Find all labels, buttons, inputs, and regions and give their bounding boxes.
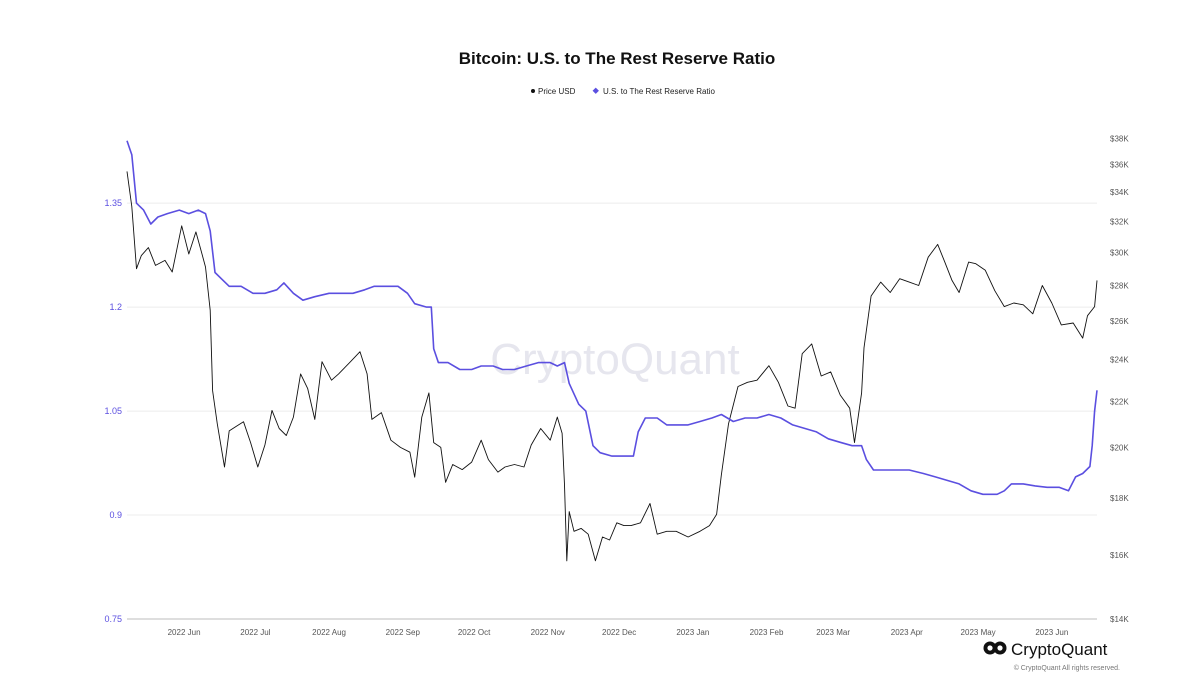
x-tick-label: 2022 Aug bbox=[312, 628, 346, 637]
right-tick-label: $28K bbox=[1110, 282, 1129, 291]
x-tick-label: 2022 Nov bbox=[531, 628, 565, 637]
x-tick-label: 2023 Jan bbox=[676, 628, 709, 637]
x-tick-label: 2022 Oct bbox=[458, 628, 491, 637]
watermark: CryptoQuant bbox=[490, 335, 739, 384]
right-axis: $14K $16K $18K $20K $22K $24K $26K $28K $30K $32K… bbox=[1110, 135, 1129, 624]
legend-label-price: Price USD bbox=[538, 87, 576, 96]
legend-marker-ratio bbox=[592, 87, 599, 94]
copyright: © CryptoQuant All rights reserved. bbox=[1014, 664, 1120, 672]
legend-item-ratio[interactable]: U.S. to The Rest Reserve Ratio bbox=[592, 87, 716, 96]
chart-title: Bitcoin: U.S. to The Rest Reserve Ratio bbox=[459, 49, 775, 68]
series-layer bbox=[126, 140, 1098, 562]
right-tick-label: $38K bbox=[1110, 135, 1129, 144]
x-tick-label: 2022 Jul bbox=[240, 628, 270, 637]
left-axis: 0.75 0.9 1.05 1.2 1.35 bbox=[104, 198, 122, 624]
x-tick-label: 2023 Feb bbox=[750, 628, 784, 637]
x-tick-label: 2023 Mar bbox=[816, 628, 850, 637]
legend-marker-price bbox=[531, 89, 535, 93]
x-tick-label: 2023 May bbox=[961, 628, 996, 637]
right-tick-label: $30K bbox=[1110, 248, 1129, 257]
legend: Price USD U.S. to The Rest Reserve Ratio bbox=[531, 87, 715, 96]
right-tick-label: $22K bbox=[1110, 398, 1129, 407]
right-tick-label: $20K bbox=[1110, 443, 1129, 452]
left-tick-label: 1.35 bbox=[104, 198, 122, 208]
right-tick-label: $36K bbox=[1110, 161, 1129, 170]
right-tick-label: $14K bbox=[1110, 615, 1129, 624]
left-tick-label: 0.75 bbox=[104, 614, 122, 624]
price-usd-line bbox=[126, 171, 1098, 562]
right-tick-label: $18K bbox=[1110, 494, 1129, 503]
right-tick-label: $26K bbox=[1110, 317, 1129, 326]
cryptoquant-logo-icon bbox=[983, 641, 1007, 655]
x-tick-label: 2023 Jun bbox=[1035, 628, 1068, 637]
right-tick-label: $24K bbox=[1110, 356, 1129, 365]
x-tick-label: 2022 Sep bbox=[386, 628, 421, 637]
x-axis: 2022 Jun 2022 Jul 2022 Aug 2022 Sep 2022 Oct… bbox=[168, 628, 1069, 637]
reserve-ratio-line bbox=[126, 140, 1098, 496]
brand: CryptoQuant © CryptoQuant All rights res… bbox=[983, 640, 1120, 672]
brand-name: CryptoQuant bbox=[1011, 640, 1108, 659]
legend-label-ratio: U.S. to The Rest Reserve Ratio bbox=[603, 87, 715, 96]
x-tick-label: 2023 Apr bbox=[891, 628, 923, 637]
x-tick-label: 2022 Jun bbox=[168, 628, 201, 637]
left-tick-label: 0.9 bbox=[109, 510, 122, 520]
x-tick-label: 2022 Dec bbox=[602, 628, 636, 637]
grid bbox=[127, 202, 1097, 620]
right-tick-label: $34K bbox=[1110, 188, 1129, 197]
right-tick-label: $32K bbox=[1110, 217, 1129, 226]
right-tick-label: $16K bbox=[1110, 551, 1129, 560]
legend-item-price[interactable]: Price USD bbox=[531, 87, 576, 96]
left-tick-label: 1.2 bbox=[109, 302, 122, 312]
left-tick-label: 1.05 bbox=[104, 406, 122, 416]
